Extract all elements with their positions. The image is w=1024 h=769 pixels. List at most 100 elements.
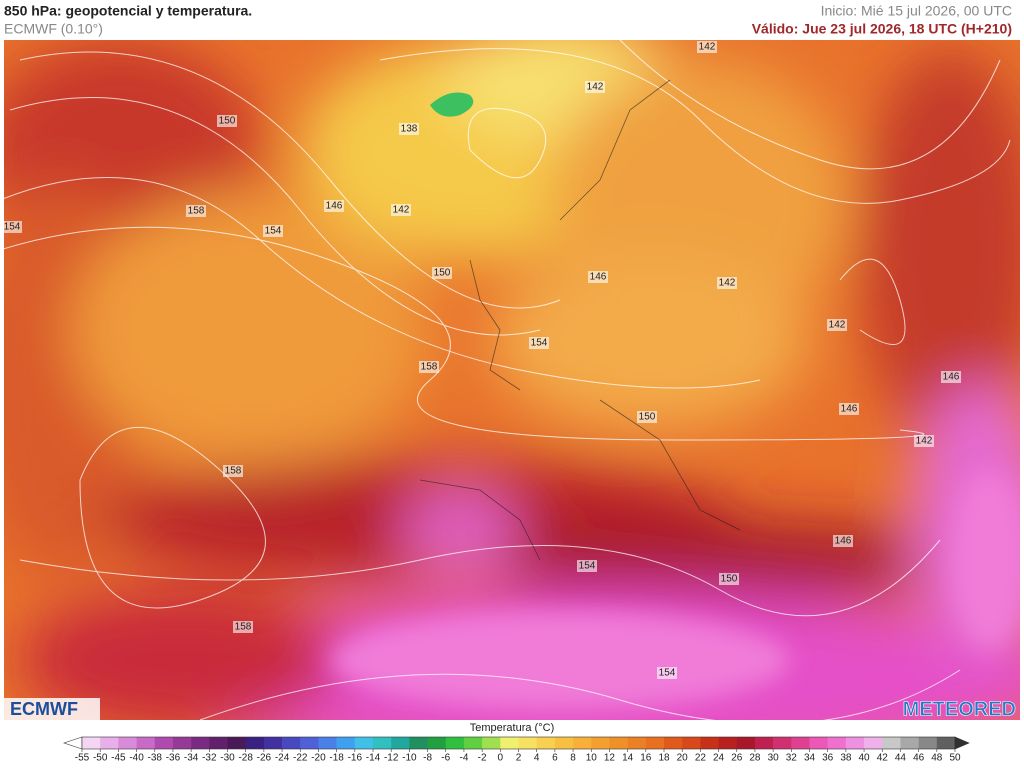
colorbar-bin	[627, 737, 647, 749]
colorbar-bin	[536, 737, 556, 749]
contour-labels: 150 138 142 142 158 146 142 154 154 150 146 142 142 1…	[2, 41, 961, 679]
colorbar-tick-label: -8	[423, 753, 432, 764]
init-time: Inicio: Mié 15 jul 2026, 00 UTC	[821, 3, 1012, 19]
contour-label: 158	[421, 362, 438, 373]
contour-label: 142	[916, 436, 933, 447]
colorbar-bin	[791, 737, 810, 749]
colorbar-bin	[282, 737, 301, 749]
colorbar-tick-label: -2	[478, 753, 487, 764]
colorbar-tick-label: -14	[366, 753, 381, 764]
contour-label-bg	[529, 337, 549, 349]
colorbar-bin	[191, 737, 210, 749]
contour-label: 158	[225, 466, 242, 477]
colorbar-bin	[700, 737, 719, 749]
colorbar-bin	[864, 737, 883, 749]
colorbar-bin	[554, 737, 574, 749]
colorbar-tick-label: 18	[658, 753, 670, 764]
contour-label: 150	[639, 412, 656, 423]
contour-label-bg	[914, 435, 934, 447]
colorbar-bin	[882, 737, 901, 749]
colorbar-tick-label: 26	[731, 753, 743, 764]
contour-label-bg	[657, 667, 677, 679]
colorbar-bin	[154, 737, 174, 749]
colorbar-bin	[482, 737, 501, 749]
contour-label: 150	[434, 268, 451, 279]
colorbar-bin	[918, 737, 938, 749]
colorbar-tick-label: 32	[786, 753, 798, 764]
colorbar-tick-label: -22	[293, 753, 308, 764]
colorbar: -55 -50 -45 -40 -38 -36 -34 -32 -30 -28 -26 -24 -22-…	[63, 736, 970, 764]
colorbar-tick-label: -24	[275, 753, 290, 764]
colorbar-bin	[263, 737, 283, 749]
contour-label-bg	[223, 465, 243, 477]
colorbar-tick-label: 48	[931, 753, 943, 764]
colorbar-bin	[591, 737, 610, 749]
contour-label-bg	[585, 81, 605, 93]
contour-label-bg	[719, 573, 739, 585]
contour-label-bg	[2, 221, 22, 233]
colorbar-tick-label: -30	[220, 753, 235, 764]
colorbar-bin	[900, 737, 919, 749]
contour-label-bg	[941, 371, 961, 383]
contour-label-bg	[697, 41, 717, 53]
map	[4, 40, 1020, 720]
colorbar-tick-label: -34	[184, 753, 199, 764]
colorbar-bin	[409, 737, 428, 749]
colorbar-tick-label: 24	[713, 753, 725, 764]
contour-label: 150	[219, 116, 236, 127]
colorbar-bin	[245, 737, 265, 749]
colorbar-tick-label: 12	[604, 753, 616, 764]
colorbar-tick-label: -32	[202, 753, 217, 764]
colorbar-tick-label: 36	[822, 753, 834, 764]
colorbar-bin	[609, 737, 628, 749]
contour-label-bg	[391, 204, 411, 216]
contour-label: 154	[531, 338, 548, 349]
contour-label-bg	[833, 535, 853, 547]
colorbar-bin	[518, 737, 537, 749]
colorbar-tick-label: -38	[148, 753, 163, 764]
logo-ecmwf: ECMWF	[10, 699, 78, 719]
colorbar-bin	[682, 737, 701, 749]
contour-label-bg	[432, 267, 452, 279]
colorbar-bin	[100, 737, 119, 749]
colorbar-tick-label: -6	[441, 753, 450, 764]
contour-label: 154	[659, 668, 676, 679]
colorbar-tick-label: -4	[459, 753, 468, 764]
contour-label: 158	[235, 622, 252, 633]
colorbar-bin	[172, 737, 192, 749]
colorbar-tick-label: -55	[75, 753, 90, 764]
colorbar-tick-label: 38	[840, 753, 852, 764]
colorbar-tick-label: 42	[877, 753, 889, 764]
contour-label: 154	[265, 226, 282, 237]
contour-label: 154	[4, 222, 21, 233]
colorbar-arrow	[954, 736, 970, 750]
colorbar-bin	[373, 737, 392, 749]
contour-label: 142	[587, 82, 604, 93]
contour-label-bg	[637, 411, 657, 423]
contour-label-bg	[186, 205, 206, 217]
colorbar-tick-label: 34	[804, 753, 816, 764]
colorbar-bin	[209, 737, 228, 749]
colorbar-tick-label: 46	[913, 753, 925, 764]
logo-bg	[4, 698, 100, 720]
contour-label: 146	[835, 536, 852, 547]
colorbar-bin	[936, 737, 956, 749]
colorbar-bin	[773, 737, 792, 749]
contour-label-bg	[577, 560, 597, 572]
colorbar-bin	[318, 737, 337, 749]
colorbar-bin	[391, 737, 410, 749]
colorbar-bin	[227, 737, 246, 749]
colorbar-bin	[354, 737, 374, 749]
colorbar-tick-label: -36	[166, 753, 181, 764]
colorbar-tick-label: 22	[695, 753, 707, 764]
colorbar-bin	[82, 737, 101, 749]
colorbar-bin	[336, 737, 356, 749]
contour-label-bg	[217, 115, 237, 127]
contour-label: 142	[719, 278, 736, 289]
colorbar-tick-label: 14	[622, 753, 634, 764]
colorbar-tick-label: -20	[311, 753, 326, 764]
colorbar-bin	[300, 737, 319, 749]
colorbar-bin	[500, 737, 519, 749]
colorbar-arrow	[63, 736, 83, 750]
